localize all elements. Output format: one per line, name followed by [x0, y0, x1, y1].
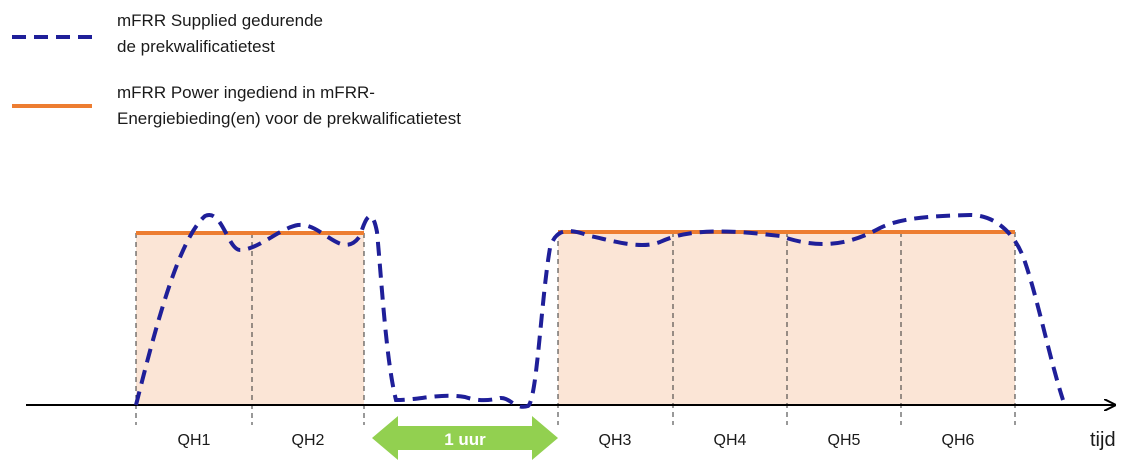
interval-labels: QH1 QH2 QH3 QH4 QH5 QH6	[178, 432, 975, 449]
gap-arrow-label: 1 uur	[444, 430, 486, 449]
legend: mFRR Supplied gedurende de prekwalificat…	[12, 11, 461, 128]
legend-power-label-line1: mFRR Power ingediend in mFRR-	[117, 83, 375, 102]
legend-supplied-label-line2: de prekwalificatietest	[117, 37, 275, 56]
interval-label-qh2: QH2	[292, 432, 325, 449]
supplied-curve	[134, 212, 1065, 409]
interval-label-qh6: QH6	[942, 432, 975, 449]
interval-label-qh4: QH4	[714, 432, 747, 449]
gap-arrow: 1 uur	[372, 416, 558, 460]
block-outlines	[135, 232, 1016, 425]
power-block-1	[136, 233, 364, 405]
legend-supplied-label-line1: mFRR Supplied gedurende	[117, 11, 323, 30]
legend-power-label-line2: Energiebieding(en) voor de prekwalificat…	[117, 109, 461, 128]
time-axis-label: tijd	[1090, 429, 1116, 451]
interval-label-qh3: QH3	[599, 432, 632, 449]
interval-label-qh5: QH5	[828, 432, 861, 449]
interval-label-qh1: QH1	[178, 432, 211, 449]
